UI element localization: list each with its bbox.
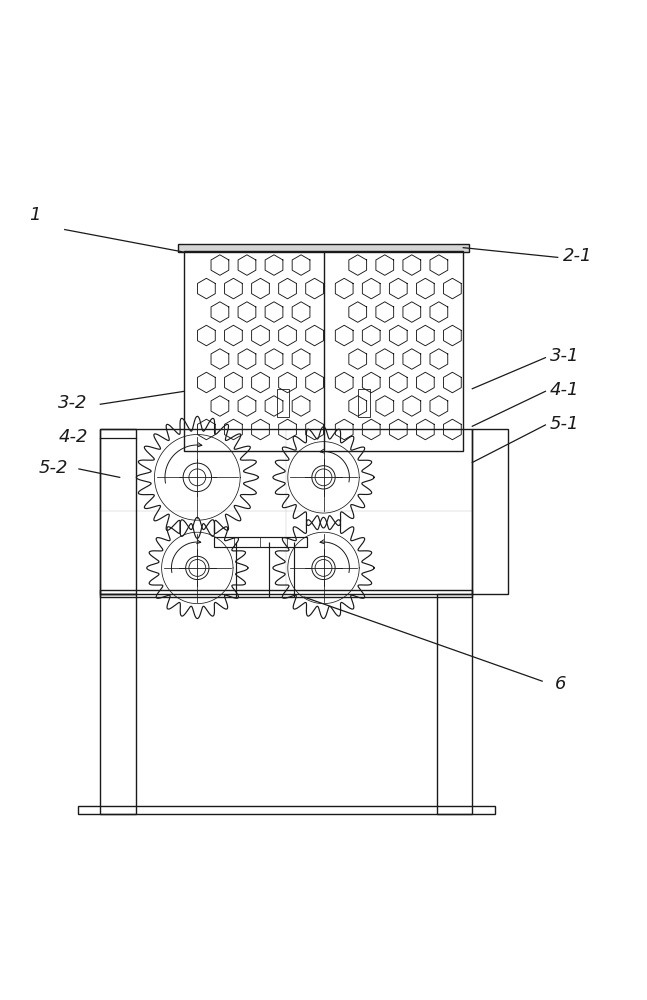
Bar (214, 537, 307, 547)
Bar (437, 594, 472, 814)
Text: 1: 1 (29, 206, 41, 224)
Text: 2-1: 2-1 (563, 247, 593, 265)
Bar (178, 244, 469, 252)
Bar (472, 429, 508, 594)
Text: 4-1: 4-1 (550, 381, 580, 399)
Bar (278, 389, 289, 417)
Bar (184, 251, 463, 451)
Bar (100, 590, 472, 597)
Text: 6: 6 (555, 675, 567, 693)
Bar (358, 389, 369, 417)
Bar (100, 429, 136, 594)
Text: 5-1: 5-1 (550, 415, 580, 433)
Text: 5-2: 5-2 (39, 459, 69, 477)
Text: 3-1: 3-1 (550, 347, 580, 365)
Bar (100, 429, 472, 594)
Text: 4-2: 4-2 (58, 428, 88, 446)
Text: 3-2: 3-2 (58, 394, 88, 412)
Bar (100, 594, 136, 814)
Bar (78, 806, 495, 814)
